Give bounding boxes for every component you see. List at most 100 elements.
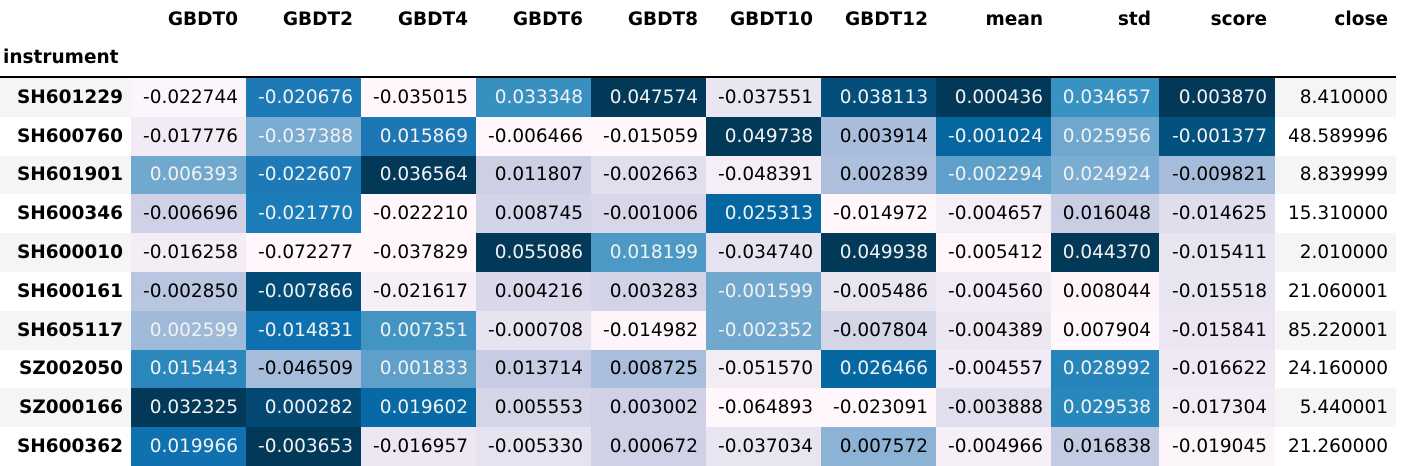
- cell-mean: -0.004657: [936, 194, 1051, 234]
- cell-gbdt6: 0.004216: [476, 271, 591, 311]
- table-row: SZ002050 0.015443 -0.046509 0.001833 0.01371…: [0, 349, 1396, 389]
- cell-gbdt10: -0.037551: [706, 77, 821, 117]
- row-index-label: SH601901: [0, 155, 131, 195]
- row-index-label: SH600362: [0, 427, 131, 466]
- cell-gbdt6: -0.000708: [476, 310, 591, 350]
- table-row: SH605117 0.002599 -0.014831 0.007351 -0.0007…: [0, 310, 1396, 350]
- cell-score: -0.015841: [1159, 310, 1275, 350]
- cell-gbdt0: 0.002599: [131, 310, 246, 350]
- row-index-label: SH605117: [0, 310, 131, 350]
- cell-gbdt0: -0.006696: [131, 194, 246, 234]
- cell-mean: -0.004389: [936, 310, 1051, 350]
- table-row: SH600760 -0.017776 -0.037388 0.015869 -0.006…: [0, 116, 1396, 156]
- cell-gbdt2: -0.014831: [246, 310, 361, 350]
- column-header-gbdt0: GBDT0: [131, 0, 246, 38]
- cell-score: -0.015411: [1159, 233, 1275, 272]
- cell-mean: 0.000436: [936, 77, 1051, 117]
- cell-gbdt2: -0.021770: [246, 194, 361, 234]
- cell-gbdt0: -0.016258: [131, 233, 246, 272]
- cell-gbdt4: -0.035015: [361, 77, 476, 117]
- cell-gbdt8: 0.000672: [591, 427, 706, 466]
- cell-score: -0.009821: [1159, 155, 1275, 195]
- column-header-gbdt2: GBDT2: [246, 0, 361, 38]
- cell-gbdt4: 0.007351: [361, 310, 476, 350]
- cell-gbdt8: -0.015059: [591, 116, 706, 156]
- cell-gbdt8: 0.003283: [591, 271, 706, 311]
- cell-score: -0.017304: [1159, 388, 1275, 428]
- cell-gbdt4: -0.021617: [361, 271, 476, 311]
- cell-gbdt4: 0.015869: [361, 116, 476, 156]
- cell-gbdt8: 0.018199: [591, 233, 706, 272]
- row-index-label: SZ002050: [0, 349, 131, 389]
- column-header-gbdt10: GBDT10: [706, 0, 821, 38]
- cell-std: 0.028992: [1051, 349, 1159, 389]
- cell-gbdt0: 0.019966: [131, 427, 246, 466]
- cell-gbdt2: -0.072277: [246, 233, 361, 272]
- cell-close: 15.310000: [1275, 194, 1396, 234]
- cell-std: 0.029538: [1051, 388, 1159, 428]
- cell-gbdt10: -0.037034: [706, 427, 821, 466]
- cell-gbdt2: -0.007866: [246, 271, 361, 311]
- cell-mean: -0.005412: [936, 233, 1051, 272]
- table-row: SH601901 0.006393 -0.022607 0.036564 0.01180…: [0, 155, 1396, 195]
- cell-gbdt2: -0.022607: [246, 155, 361, 195]
- cell-gbdt12: 0.038113: [821, 77, 936, 117]
- column-header-mean: mean: [936, 0, 1051, 38]
- cell-gbdt2: -0.046509: [246, 349, 361, 389]
- cell-gbdt10: 0.049738: [706, 116, 821, 156]
- cell-gbdt10: -0.051570: [706, 349, 821, 389]
- cell-close: 8.839999: [1275, 155, 1396, 195]
- cell-gbdt0: 0.032325: [131, 388, 246, 428]
- index-name-header: instrument: [0, 38, 131, 78]
- cell-mean: -0.004557: [936, 349, 1051, 389]
- index-header-filler: [131, 38, 1396, 78]
- cell-close: 24.160000: [1275, 349, 1396, 389]
- cell-std: 0.025956: [1051, 116, 1159, 156]
- cell-gbdt0: -0.017776: [131, 116, 246, 156]
- cell-gbdt10: -0.001599: [706, 271, 821, 311]
- table-row: SZ000166 0.032325 0.000282 0.019602 0.005553…: [0, 388, 1396, 428]
- cell-gbdt12: -0.005486: [821, 271, 936, 311]
- cell-gbdt12: 0.007572: [821, 427, 936, 466]
- cell-gbdt10: 0.025313: [706, 194, 821, 234]
- column-header-gbdt6: GBDT6: [476, 0, 591, 38]
- cell-gbdt10: -0.002352: [706, 310, 821, 350]
- cell-score: -0.019045: [1159, 427, 1275, 466]
- table-row: SH601229 -0.022744 -0.020676 -0.035015 0.033…: [0, 77, 1396, 117]
- cell-gbdt6: 0.033348: [476, 77, 591, 117]
- cell-close: 8.410000: [1275, 77, 1396, 117]
- cell-gbdt4: 0.019602: [361, 388, 476, 428]
- column-header-score: score: [1159, 0, 1275, 38]
- cell-std: 0.007904: [1051, 310, 1159, 350]
- table-row: SH600346 -0.006696 -0.021770 -0.022210 0.008…: [0, 194, 1396, 234]
- cell-gbdt8: -0.001006: [591, 194, 706, 234]
- column-header-std: std: [1051, 0, 1159, 38]
- cell-gbdt8: 0.008725: [591, 349, 706, 389]
- cell-score: -0.001377: [1159, 116, 1275, 156]
- cell-score: 0.003870: [1159, 77, 1275, 117]
- cell-gbdt4: -0.037829: [361, 233, 476, 272]
- cell-gbdt0: -0.022744: [131, 77, 246, 117]
- cell-mean: -0.004966: [936, 427, 1051, 466]
- cell-mean: -0.002294: [936, 155, 1051, 195]
- cell-gbdt6: -0.006466: [476, 116, 591, 156]
- cell-gbdt8: -0.002663: [591, 155, 706, 195]
- cell-gbdt10: -0.048391: [706, 155, 821, 195]
- table-body: SH601229 -0.022744 -0.020676 -0.035015 0.033…: [0, 77, 1396, 466]
- cell-close: 21.060001: [1275, 271, 1396, 311]
- cell-gbdt12: -0.007804: [821, 310, 936, 350]
- row-index-label: SZ000166: [0, 388, 131, 428]
- cell-std: 0.024924: [1051, 155, 1159, 195]
- cell-gbdt12: 0.049938: [821, 233, 936, 272]
- cell-gbdt4: 0.001833: [361, 349, 476, 389]
- cell-gbdt2: -0.037388: [246, 116, 361, 156]
- cell-std: 0.034657: [1051, 77, 1159, 117]
- table-header: GBDT0 GBDT2 GBDT4 GBDT6 GBDT8 GBDT10 GBDT12 mea…: [0, 0, 1396, 78]
- cell-score: -0.015518: [1159, 271, 1275, 311]
- row-index-label: SH601229: [0, 77, 131, 117]
- cell-gbdt2: -0.003653: [246, 427, 361, 466]
- cell-gbdt4: 0.036564: [361, 155, 476, 195]
- cell-std: 0.008044: [1051, 271, 1159, 311]
- cell-close: 21.260000: [1275, 427, 1396, 466]
